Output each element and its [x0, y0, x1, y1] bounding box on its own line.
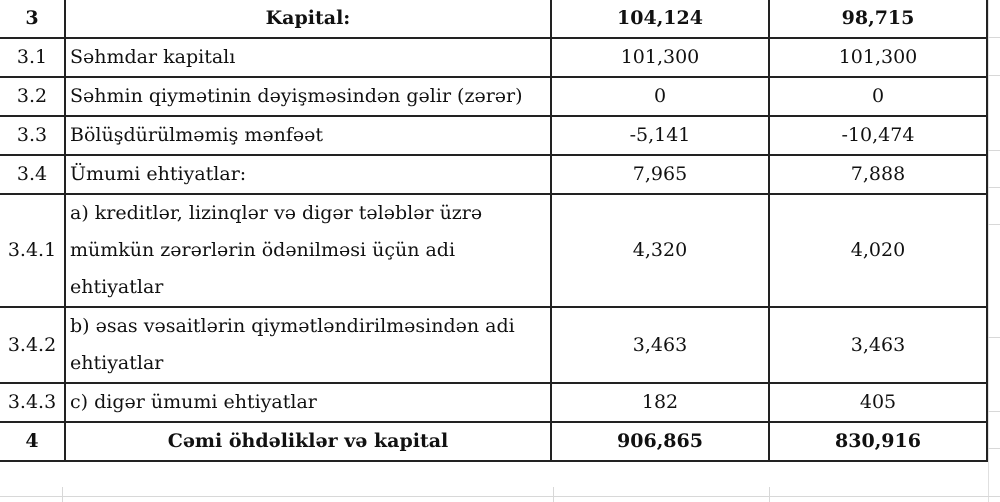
row-number[interactable]: 3.1	[0, 37, 66, 78]
table-row: 3.4.3 c) digər ümumi ehtiyatlar 182 405	[0, 382, 988, 423]
value-col-2[interactable]: 830,916	[768, 421, 988, 462]
gridline	[986, 37, 1000, 38]
table-row: 4 Cəmi öhdəliklər və kapital 906,865 830,91…	[0, 421, 988, 462]
row-number[interactable]: 3.4.3	[0, 382, 66, 423]
gridline	[986, 411, 1000, 412]
value-col-2[interactable]: 7,888	[768, 154, 988, 195]
gridline	[553, 487, 554, 502]
value-col-2[interactable]: 3,463	[768, 306, 988, 384]
value-col-2[interactable]: 4,020	[768, 193, 988, 308]
value-col-1[interactable]: -5,141	[550, 115, 770, 156]
gridline	[986, 448, 1000, 449]
value-col-1[interactable]: 0	[550, 76, 770, 117]
value-col-1[interactable]: 7,965	[550, 154, 770, 195]
value-col-1[interactable]: 3,463	[550, 306, 770, 384]
gridline	[986, 224, 1000, 225]
value-col-1[interactable]: 104,124	[550, 0, 770, 39]
value-col-2[interactable]: 0	[768, 76, 988, 117]
table-row: 3.4.2 b) əsas vəsaitlərin qiymətləndirilm…	[0, 306, 988, 384]
value-col-1[interactable]: 101,300	[550, 37, 770, 78]
value-col-1[interactable]: 906,865	[550, 421, 770, 462]
row-label[interactable]: Ümumi ehtiyatlar:	[64, 154, 552, 195]
gridline	[62, 487, 63, 502]
gridline	[769, 487, 770, 502]
gridline	[0, 496, 1000, 497]
table-row: 3 Kapital: 104,124 98,715	[0, 0, 988, 39]
table-row: 3.4 Ümumi ehtiyatlar: 7,965 7,888	[0, 154, 988, 195]
row-number[interactable]: 3.3	[0, 115, 66, 156]
row-label[interactable]: Səhmdar kapitalı	[64, 37, 552, 78]
row-number[interactable]: 3.4.2	[0, 306, 66, 384]
value-col-1[interactable]: 4,320	[550, 193, 770, 308]
value-col-2[interactable]: -10,474	[768, 115, 988, 156]
table-row: 3.4.1 a) kreditlər, lizinqlər və digər tə…	[0, 193, 988, 308]
gridline	[986, 75, 1000, 76]
row-label[interactable]: Səhmin qiymətinin dəyişməsindən gəlir (z…	[64, 76, 552, 117]
balance-table: 3 Kapital: 104,124 98,715 3.1 Səhmdar kapital…	[0, 0, 988, 462]
table-row: 3.2 Səhmin qiymətinin dəyişməsindən gəlir…	[0, 76, 988, 117]
row-number[interactable]: 3.4.1	[0, 193, 66, 308]
value-col-1[interactable]: 182	[550, 382, 770, 423]
table-row: 3.1 Səhmdar kapitalı 101,300 101,300	[0, 37, 988, 78]
gridline	[986, 150, 1000, 151]
table-row: 3.3 Bölüşdürülməmiş mənfəət -5,141 -10,474	[0, 115, 988, 156]
row-label[interactable]: a) kreditlər, lizinqlər və digər tələblə…	[64, 193, 552, 308]
row-number[interactable]: 3.4	[0, 154, 66, 195]
row-label[interactable]: Kapital:	[64, 0, 552, 39]
value-col-2[interactable]: 101,300	[768, 37, 988, 78]
gridline	[986, 187, 1000, 188]
row-number[interactable]: 3	[0, 0, 66, 39]
row-label[interactable]: c) digər ümumi ehtiyatlar	[64, 382, 552, 423]
row-number[interactable]: 3.2	[0, 76, 66, 117]
value-col-2[interactable]: 405	[768, 382, 988, 423]
row-label[interactable]: Cəmi öhdəliklər və kapital	[64, 421, 552, 462]
row-label[interactable]: b) əsas vəsaitlərin qiymətləndirilməsind…	[64, 306, 552, 384]
value-col-2[interactable]: 98,715	[768, 0, 988, 39]
row-number[interactable]: 4	[0, 421, 66, 462]
gridline	[986, 337, 1000, 338]
row-label[interactable]: Bölüşdürülməmiş mənfəət	[64, 115, 552, 156]
